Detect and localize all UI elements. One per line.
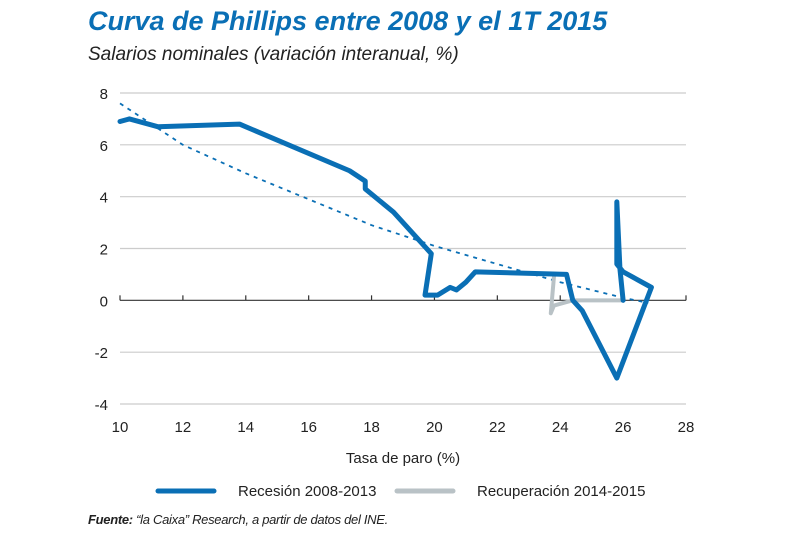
- x-tick-label: 22: [489, 419, 506, 436]
- x-axis-label: Tasa de paro (%): [346, 450, 460, 467]
- y-tick-label: 8: [100, 86, 108, 103]
- x-tick-label: 14: [237, 419, 254, 436]
- series-line-recuperacion: [548, 275, 626, 316]
- y-tick-label: -2: [95, 345, 108, 362]
- trend-line: [119, 102, 649, 304]
- legend-label: Recuperación 2014-2015: [477, 483, 645, 500]
- x-tick-label: 12: [175, 419, 192, 436]
- y-tick-label: -4: [95, 397, 108, 414]
- chart-title: Curva de Phillips entre 2008 y el 1T 201…: [88, 6, 608, 36]
- source-note: Fuente: “la Caixa” Research, a partir de…: [88, 512, 388, 527]
- y-tick-label: 6: [100, 138, 108, 155]
- x-tick-label: 26: [615, 419, 632, 436]
- y-tick-label: 0: [100, 293, 108, 310]
- source-text: “la Caixa” Research, a partir de datos d…: [132, 512, 388, 527]
- x-tick-label: 10: [112, 419, 129, 436]
- legend-label: Recesión 2008-2013: [238, 483, 376, 500]
- series-line-recesion: [117, 116, 654, 381]
- x-tick-label: 18: [363, 419, 380, 436]
- source-label: Fuente:: [88, 512, 133, 527]
- chart-subtitle: Salarios nominales (variación interanual…: [88, 44, 459, 65]
- x-tick-label: 20: [426, 419, 443, 436]
- x-tick-label: 16: [300, 419, 317, 436]
- y-tick-label: 4: [100, 190, 108, 207]
- y-tick-label: 2: [100, 242, 108, 259]
- x-tick-label: 24: [552, 419, 569, 436]
- x-tick-label: 28: [678, 419, 695, 436]
